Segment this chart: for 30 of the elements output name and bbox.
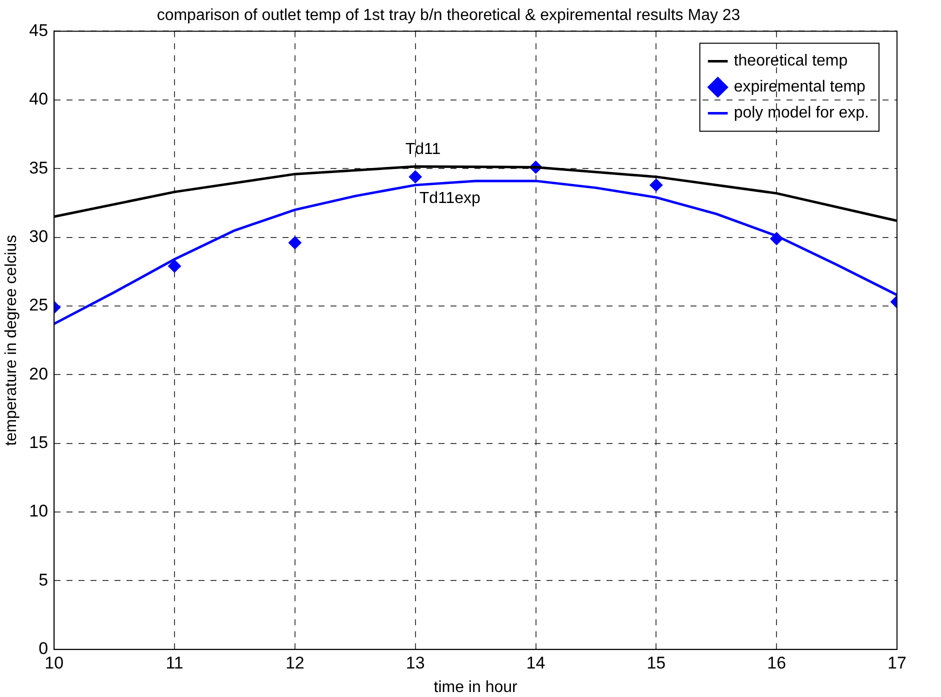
point <box>650 178 663 192</box>
y-tick-label: 5 <box>38 570 48 590</box>
point <box>288 236 302 250</box>
y-axis-title: temperature in degree celcius <box>3 234 20 446</box>
y-tick-label: 20 <box>29 364 48 384</box>
point <box>408 170 422 184</box>
x-tick-label: 14 <box>526 653 546 672</box>
chart-title: comparison of outlet temp of 1st tray b/n theoretical & expiremental results May 23 <box>156 7 740 24</box>
y-tick-label: 15 <box>29 433 48 452</box>
y-tick-label: 10 <box>29 502 48 521</box>
legend-label: theoretical temp <box>734 52 848 70</box>
point <box>770 232 784 246</box>
legend-label: expiremental temp <box>734 78 866 96</box>
y-tick-label: 40 <box>29 90 48 109</box>
annotation: Td11 <box>405 140 441 158</box>
y-tick-label: 35 <box>29 158 48 178</box>
annotation: Td11exp <box>419 190 481 208</box>
x-tick-label: 17 <box>888 653 906 672</box>
x-tick-label: 11 <box>166 653 184 672</box>
x-tick-label: 12 <box>285 653 304 672</box>
x-tick-label: 13 <box>406 653 425 672</box>
y-tick-label: 45 <box>29 20 48 40</box>
y-tick-label: 0 <box>38 639 48 658</box>
x-axis-title: time in hour <box>434 678 518 696</box>
x-tick-label: 15 <box>646 653 666 672</box>
y-tick-label: 25 <box>29 296 48 315</box>
y-tick-label: 30 <box>29 226 48 246</box>
legend-label: poly model for exp. <box>734 104 870 122</box>
x-tick-label: 16 <box>767 653 786 672</box>
point <box>168 260 182 273</box>
